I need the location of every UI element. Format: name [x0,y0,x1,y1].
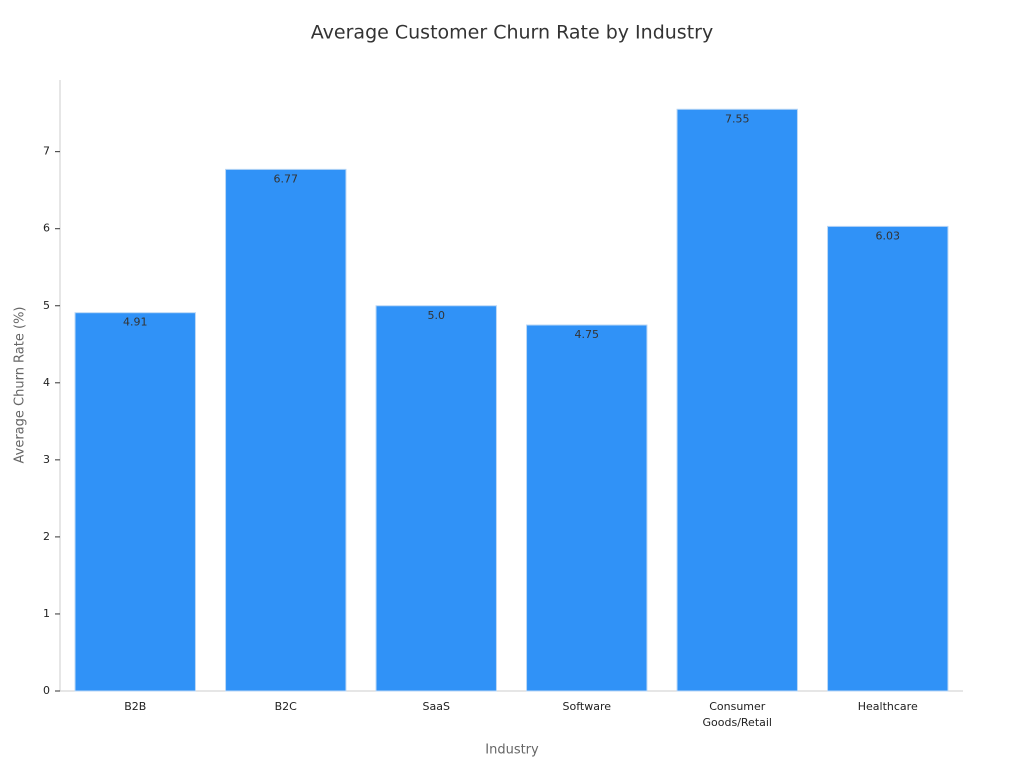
y-tick-label: 6 [43,222,50,235]
x-tick-label: Consumer Goods/Retail [702,700,773,729]
bar [74,312,196,692]
x-tick-label: B2B [124,700,147,713]
y-tick-label: 0 [43,684,50,697]
x-tick-label: Software [562,700,612,713]
value-label: 4.91 [123,316,148,329]
y-tick-label: 4 [43,376,50,389]
y-tick-label: 7 [43,145,50,158]
bar [676,108,798,692]
x-axis-label: Industry [485,743,539,758]
y-tick-label: 2 [43,530,50,543]
bar [827,225,949,692]
y-tick-label: 1 [43,607,50,620]
y-axis-label: Average Churn Rate (%) [13,307,28,464]
x-tick-label: SaaS [422,700,450,713]
value-label: 5.0 [428,309,446,322]
y-tick-label: 3 [43,453,50,466]
value-label: 4.75 [575,328,600,341]
chart-title: Average Customer Churn Rate by Industry [311,22,713,44]
value-label: 6.03 [876,229,901,242]
bar [225,168,347,692]
bar [526,324,648,692]
x-tick-label: B2C [274,700,297,713]
y-tick-label: 5 [43,299,50,312]
x-tick-label: Healthcare [857,700,918,713]
value-label: 6.77 [274,172,299,185]
value-label: 7.55 [725,112,750,125]
bar [375,305,497,692]
